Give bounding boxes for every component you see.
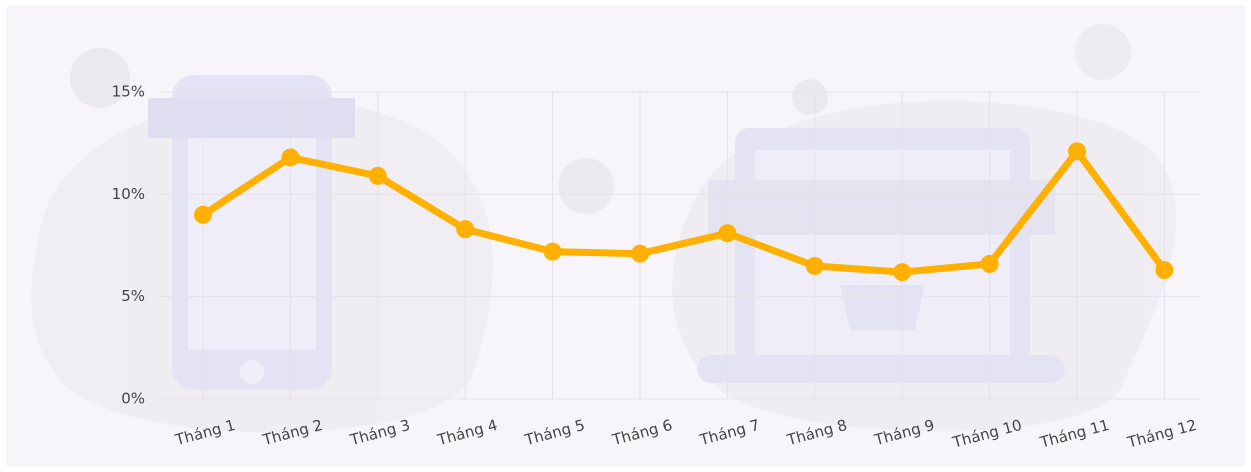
- point: [981, 255, 999, 273]
- point: [369, 167, 387, 185]
- y-tick-label: 0%: [121, 390, 145, 408]
- point: [281, 148, 299, 166]
- point: [1155, 261, 1173, 279]
- point: [893, 263, 911, 281]
- page: {"chart_data": {"type": "line", "categor…: [0, 0, 1251, 472]
- y-tick-label: 10%: [112, 185, 145, 203]
- point: [456, 220, 474, 238]
- chart: 0%5%10%15%Tháng 1Tháng 2Tháng 3Tháng 4Th…: [0, 0, 1251, 472]
- point: [718, 224, 736, 242]
- point: [806, 257, 824, 275]
- point: [631, 245, 649, 263]
- point: [194, 206, 212, 224]
- point: [1068, 142, 1086, 160]
- y-tick-label: 15%: [112, 83, 145, 101]
- point: [544, 243, 562, 261]
- y-tick-label: 5%: [121, 287, 145, 305]
